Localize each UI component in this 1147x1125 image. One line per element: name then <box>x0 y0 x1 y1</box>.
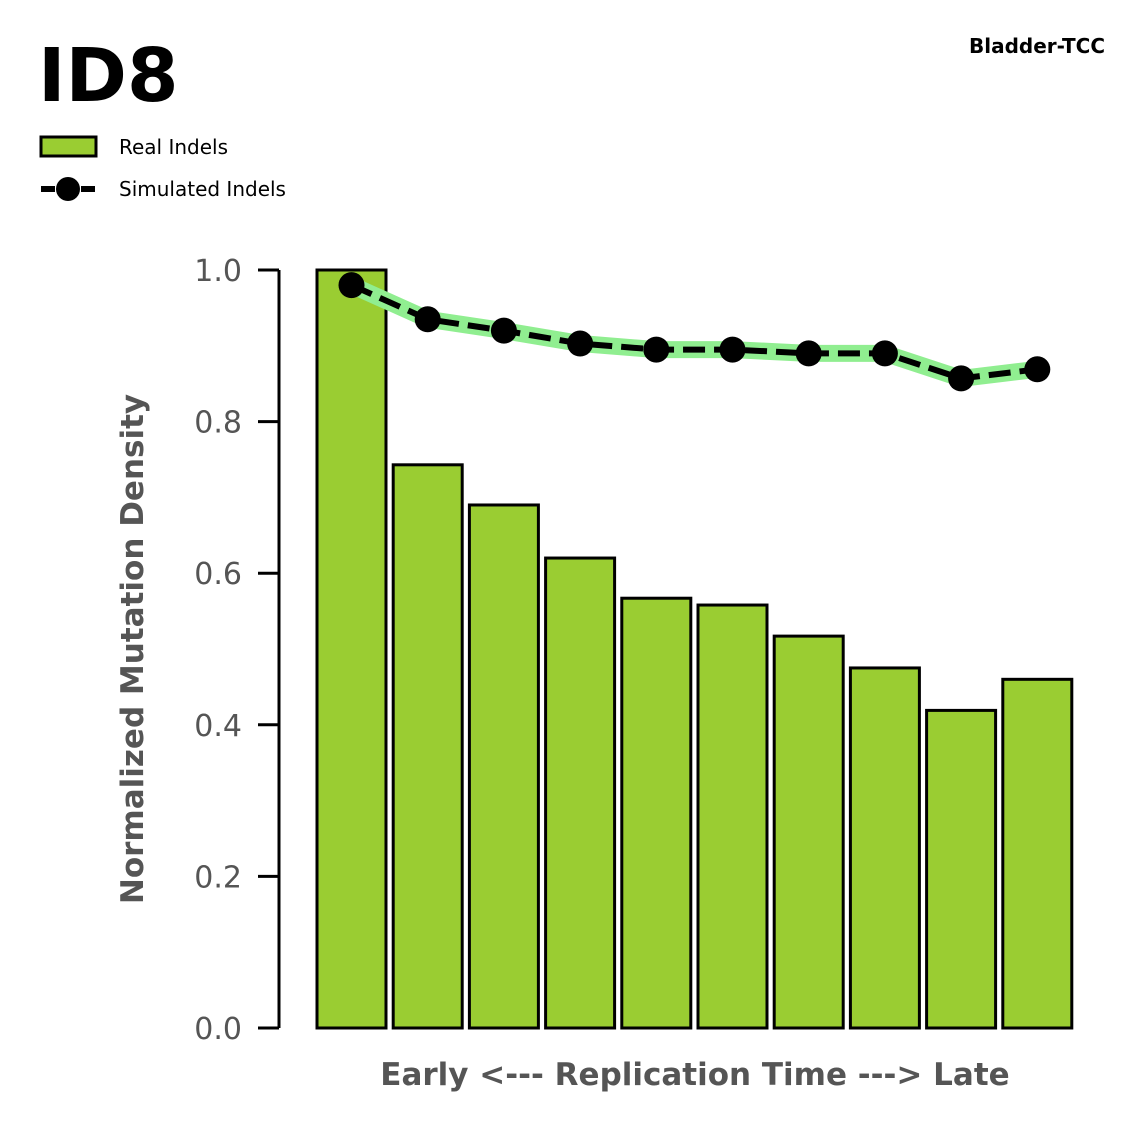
simulated-line <box>338 272 1051 392</box>
bar-6 <box>696 603 769 1030</box>
legend-label-real-indels: Real Indels <box>119 135 228 159</box>
legend-marker-simulated-indels <box>56 177 80 201</box>
chart-subtitle: Bladder-TCC <box>969 34 1105 58</box>
simulated-point-9 <box>948 365 975 392</box>
y-axis: 0.0 0.2 0.4 0.6 0.8 1.0 <box>194 254 281 1047</box>
simulated-point-10 <box>1024 356 1051 383</box>
bar-5 <box>620 596 693 1030</box>
legend: Real Indels Simulated Indels <box>39 135 286 201</box>
simulated-band <box>343 276 1046 387</box>
y-tick-label-2: 0.4 <box>194 709 242 744</box>
simulated-point-6 <box>719 336 746 363</box>
simulated-point-4 <box>567 330 594 357</box>
simulated-point-3 <box>490 317 517 344</box>
bar-7 <box>772 634 845 1030</box>
simulated-point-7 <box>795 340 822 367</box>
bar-10 <box>1001 677 1074 1030</box>
bar-9 <box>925 708 998 1030</box>
bar-2 <box>391 463 464 1030</box>
bar-4 <box>544 556 617 1030</box>
y-tick-label-3: 0.6 <box>194 557 242 592</box>
bars <box>315 268 1074 1030</box>
simulated-line-path <box>350 282 1038 382</box>
y-tick-label-0: 0.0 <box>194 1012 242 1047</box>
legend-swatch-real-indels <box>39 135 98 158</box>
simulated-point-1 <box>338 272 365 299</box>
y-tick-label-1: 0.2 <box>194 860 242 895</box>
simulated-point-5 <box>643 336 670 363</box>
x-axis-label: Early <--- Replication Time ---> Late <box>380 1057 1009 1093</box>
y-tick-label-5: 1.0 <box>194 254 242 289</box>
chart-title: ID8 <box>38 33 178 119</box>
simulated-point-2 <box>414 306 441 333</box>
y-axis-label: Normalized Mutation Density <box>115 394 151 904</box>
legend-label-simulated-indels: Simulated Indels <box>119 177 286 201</box>
bar-1 <box>315 268 388 1030</box>
simulated-point-8 <box>871 340 898 367</box>
bar-8 <box>848 666 921 1030</box>
y-tick-label-4: 0.8 <box>194 406 242 441</box>
bar-3 <box>467 503 540 1030</box>
